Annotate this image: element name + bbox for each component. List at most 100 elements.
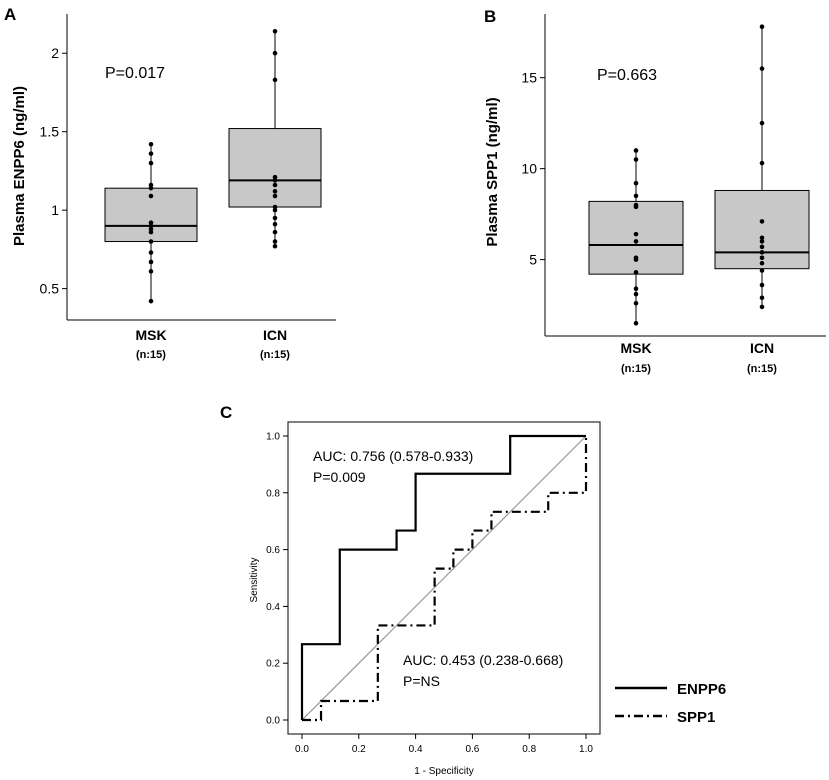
data-point <box>759 66 765 71</box>
data-point <box>148 160 154 166</box>
data-point <box>633 320 639 326</box>
panel-c-xlabel: 1 - Specificity <box>414 766 473 777</box>
plot-frame <box>287 421 601 735</box>
panel-b-axes: 5 10 15 <box>521 14 826 337</box>
data-point <box>633 204 639 210</box>
x-tick-label: 0.0 <box>295 744 309 755</box>
data-point <box>272 229 278 235</box>
panel-b-pvalue: P=0.663 <box>597 67 657 84</box>
spp1-auc-annotation: AUC: 0.453 (0.238-0.668) <box>403 652 563 668</box>
data-point <box>759 219 765 224</box>
spp1-p-annotation: P=NS <box>403 673 440 689</box>
data-point <box>272 178 278 183</box>
legend: ENPP6 SPP1 <box>615 681 726 726</box>
data-point <box>633 148 639 153</box>
panel-b-group1-name: MSK <box>620 340 651 356</box>
data-point <box>272 77 278 83</box>
legend-enpp6-label: ENPP6 <box>677 681 726 698</box>
data-point <box>633 257 639 262</box>
y-tick-label: 0.0 <box>266 716 280 727</box>
y-tick-label: 0.6 <box>266 545 280 556</box>
data-point <box>759 304 765 310</box>
y-tick-label: 0.2 <box>266 659 280 670</box>
panel-c-label: C <box>220 403 232 422</box>
data-point <box>272 243 278 249</box>
data-point <box>272 207 278 213</box>
panel-a-group1-name: MSK <box>135 327 166 343</box>
data-point <box>759 255 765 261</box>
data-point <box>633 157 639 162</box>
x-tick-label: 0.8 <box>522 744 536 755</box>
data-point <box>272 189 278 194</box>
panel-a-label: A <box>4 5 16 24</box>
data-point <box>759 268 765 273</box>
y-tick-label: 5 <box>529 252 537 268</box>
y-tick-label: 1 <box>51 202 59 218</box>
data-point <box>148 250 154 255</box>
x-tick-label: 0.4 <box>409 744 423 755</box>
data-point <box>759 120 765 126</box>
data-point <box>148 193 154 199</box>
panel-a-group2-n: (n:15) <box>260 349 290 361</box>
data-point <box>148 185 154 191</box>
y-tick-label: 0.4 <box>266 602 280 613</box>
data-point <box>759 160 765 166</box>
y-tick-label: 1.5 <box>40 124 60 140</box>
data-point <box>148 229 154 235</box>
y-tick-label: 10 <box>521 161 537 177</box>
data-point <box>148 141 154 147</box>
data-point <box>272 193 278 199</box>
data-point <box>633 286 639 292</box>
panel-c-ylabel: Sensitivity <box>249 557 260 602</box>
panel-c-axes: 0.0 0.2 0.4 0.6 0.8 1.0 0.0 0.2 0.4 0.6 0.8 1.0 <box>266 421 601 755</box>
panel-a-ylabel: Plasma ENPP6 (ng/ml) <box>11 86 28 246</box>
data-point <box>272 221 278 227</box>
data-point <box>633 300 639 306</box>
panel-b-group2-name: ICN <box>750 340 774 356</box>
data-point <box>633 270 639 275</box>
x-tick-label: 1.0 <box>579 744 593 755</box>
panel-b-group1-n: (n:15) <box>621 363 651 375</box>
iqr-box <box>588 200 684 275</box>
x-tick-label: 0.2 <box>352 744 366 755</box>
spp1-roc-curve <box>302 436 588 722</box>
data-point <box>759 244 765 250</box>
enpp6-roc-curve <box>300 434 586 720</box>
data-point <box>633 239 639 244</box>
data-point <box>759 24 765 30</box>
panel-b-ylabel: Plasma SPP1 (ng/ml) <box>484 97 501 246</box>
data-point <box>272 28 278 34</box>
panel-b-group2-n: (n:15) <box>747 363 777 375</box>
y-tick-label: 2 <box>51 45 59 61</box>
data-point <box>148 239 154 244</box>
x-tick-label: 0.6 <box>465 744 479 755</box>
data-point <box>148 269 154 274</box>
panel-b-label: B <box>484 7 496 26</box>
data-point <box>759 250 765 255</box>
y-tick-label: 1.0 <box>266 432 280 443</box>
legend-spp1-label: SPP1 <box>677 709 715 726</box>
data-point <box>148 298 154 304</box>
data-point <box>759 295 765 301</box>
panel-a: A 0.511.52 Plasma ENPP6 (ng/ml) P=0.017 … <box>4 5 336 361</box>
enpp6-p-annotation: P=0.009 <box>313 469 366 485</box>
data-point <box>633 180 639 186</box>
panel-a-axes: 0.5 1 1.5 2 <box>40 14 336 321</box>
data-point <box>633 193 639 199</box>
data-point <box>633 291 639 297</box>
reference-diagonal <box>301 435 587 721</box>
y-tick-label: 15 <box>521 70 537 86</box>
data-point <box>272 182 278 188</box>
panel-a-group1-n: (n:15) <box>136 349 166 361</box>
y-tick-label: 0.8 <box>266 488 280 499</box>
data-point <box>759 260 765 266</box>
data-point <box>759 235 765 241</box>
panel-c: C 0.0 0.2 0.4 0.6 0.8 1.0 0.0 0.2 0.4 0.6 0.8 1.0 S… <box>220 403 726 777</box>
data-point <box>148 151 154 156</box>
data-point <box>272 215 278 221</box>
data-point <box>272 50 278 56</box>
data-point <box>148 259 154 265</box>
data-point <box>759 282 765 288</box>
